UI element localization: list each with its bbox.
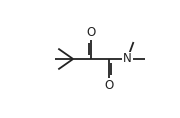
- Text: O: O: [87, 26, 96, 39]
- Text: N: N: [123, 53, 132, 65]
- Text: O: O: [105, 79, 114, 92]
